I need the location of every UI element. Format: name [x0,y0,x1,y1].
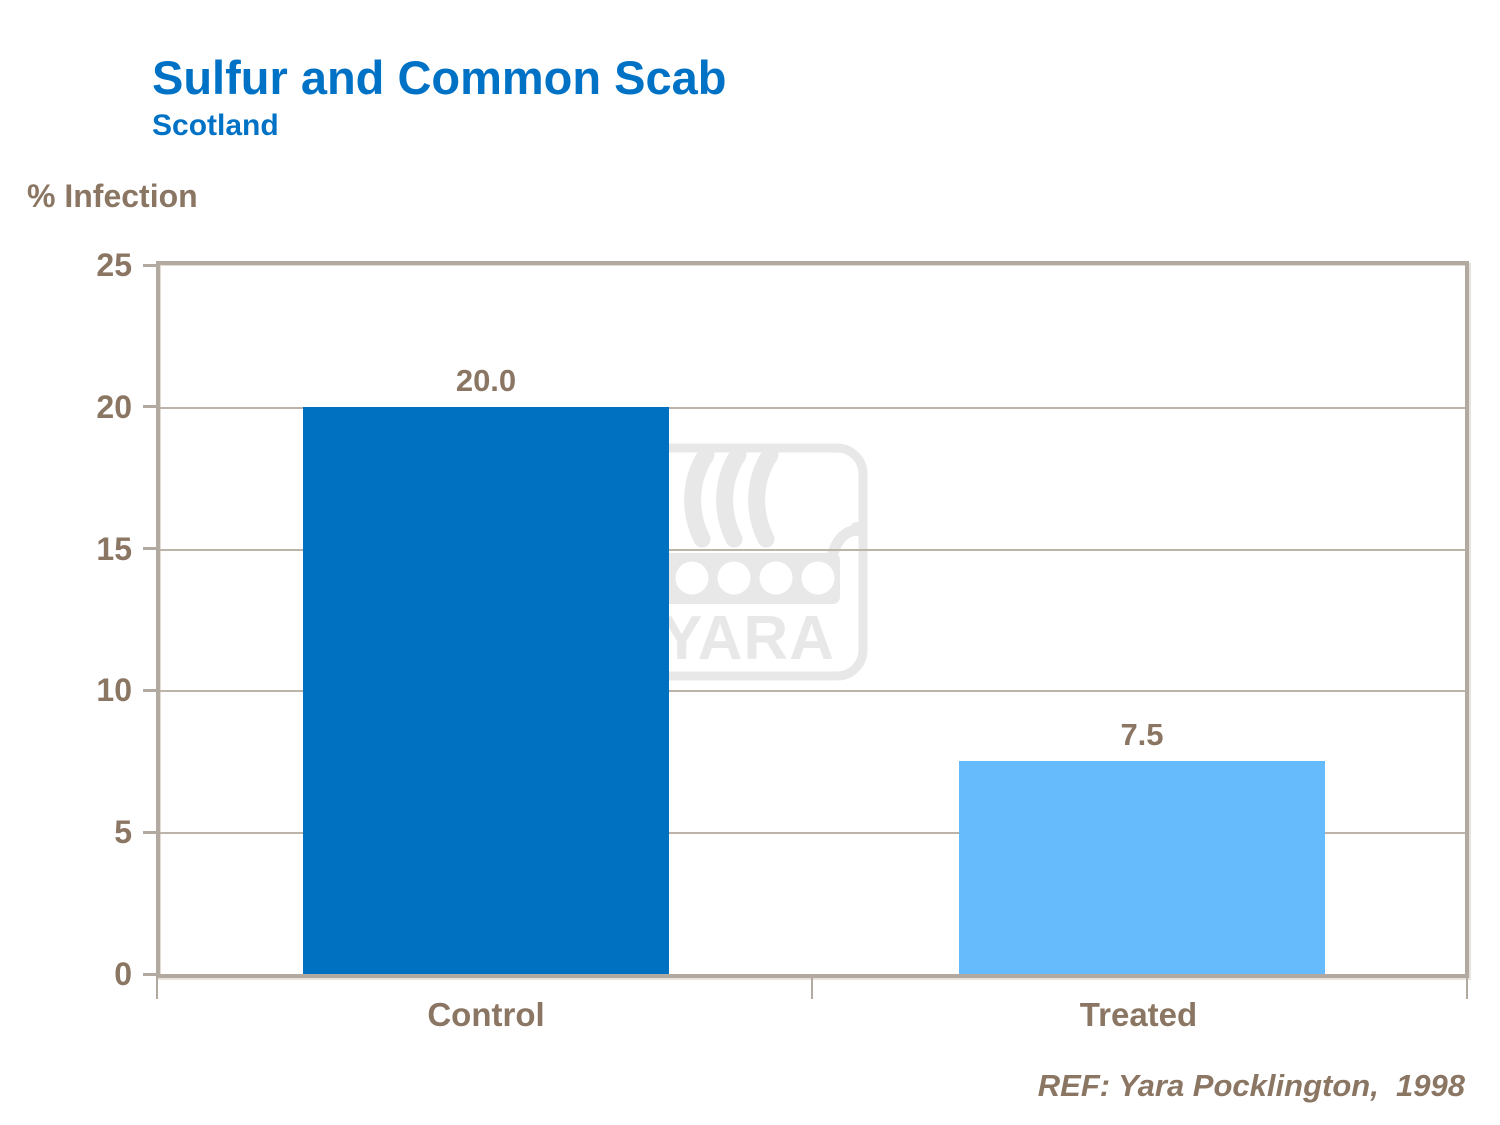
x-tick-right [1466,978,1468,999]
y-tick-mark-15 [143,547,156,551]
gridline-5 [160,832,1465,835]
x-tick-middle [811,978,813,999]
category-label-control: Control [427,996,545,1033]
y-tick-label-25: 25 [96,247,132,283]
y-axis-title: % Infection [27,178,198,214]
bar-value-label-control: 20.0 [455,362,517,398]
y-tick-mark-20 [143,405,156,409]
category-label-treated: Treated [1079,996,1198,1033]
bar-fill-treated [959,761,1325,974]
chart-title: Sulfur and Common Scab [152,51,727,104]
y-tick-mark-5 [143,830,156,834]
chart-subtitle: Scotland [152,109,279,142]
bar-fill-control [303,406,669,974]
ship-hull-icon [637,522,864,607]
y-tick-label-20: 20 [96,388,132,425]
gridline-20 [160,406,1465,409]
y-tick-label-5: 5 [114,814,132,851]
bar-value-label-treated: 7.5 [1120,717,1164,753]
y-tick-mark-10 [143,688,156,692]
bar-treated: 7.5 [959,717,1325,974]
watermark-text: YARA [661,604,835,673]
y-tick-mark-25 [143,263,156,267]
gridline-10 [160,690,1465,693]
x-tick-left [156,978,158,999]
y-tick-label-15: 15 [96,530,132,567]
gridline-15 [160,548,1465,551]
y-tick-mark-0 [143,972,156,976]
y-tick-label-10: 10 [96,672,132,709]
ship-sails-icon [684,446,779,548]
reference-text: REF: Yara Pocklington, 1998 [1037,1068,1465,1103]
y-tick-label-0: 0 [114,956,132,992]
plot-area: YARA 20.0 7.5 [156,261,1469,978]
bar-control: 20.0 [303,363,669,974]
